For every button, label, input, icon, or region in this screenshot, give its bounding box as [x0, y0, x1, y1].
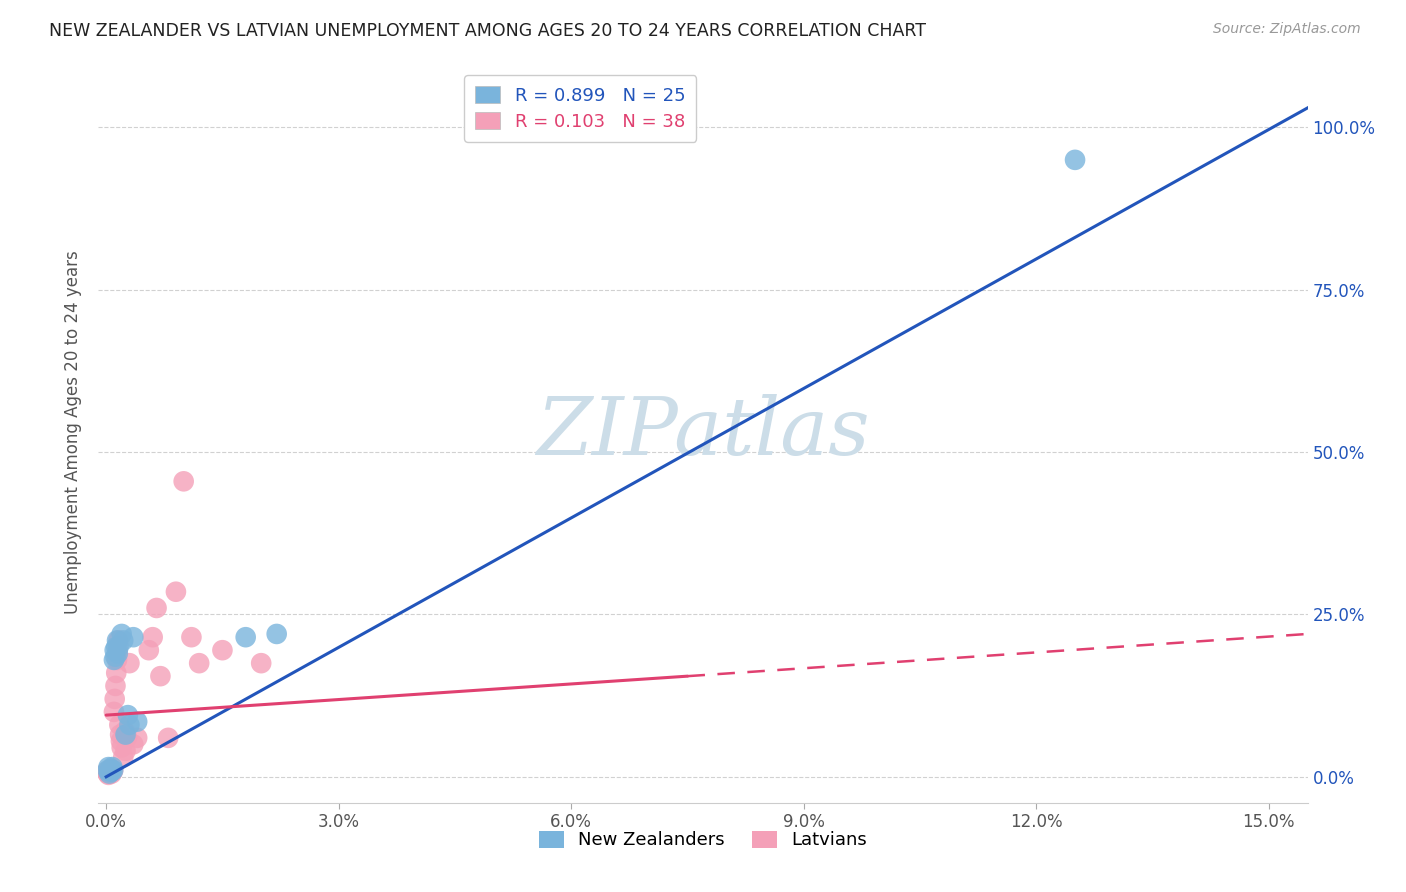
Point [112, 633, 135, 648]
Point [101, 764, 124, 778]
Point [110, 734, 132, 748]
Point [173, 475, 195, 489]
Point [98, 764, 121, 779]
Point [108, 718, 131, 732]
Point [111, 740, 134, 755]
Point [105, 640, 128, 654]
Point [105, 665, 128, 680]
Point [105, 653, 128, 667]
Point [188, 656, 211, 670]
Point [98, 764, 121, 779]
Point [103, 653, 125, 667]
Point [1064, 153, 1087, 167]
Text: ZIPatlas: ZIPatlas [536, 394, 870, 471]
Point [114, 728, 136, 742]
Point [104, 692, 127, 706]
Point [96, 764, 118, 779]
Point [117, 708, 139, 723]
Point [180, 630, 202, 644]
Point [118, 656, 141, 670]
Point [97, 766, 120, 780]
Point [149, 669, 172, 683]
Point [101, 764, 124, 779]
Point [107, 640, 129, 654]
Point [98, 766, 121, 780]
Legend: New Zealanders, Latvians: New Zealanders, Latvians [531, 823, 875, 856]
Point [107, 633, 129, 648]
Point [114, 724, 136, 739]
Point [107, 643, 129, 657]
Text: Source: ZipAtlas.com: Source: ZipAtlas.com [1213, 22, 1361, 37]
Point [97, 768, 120, 782]
Point [101, 760, 124, 774]
Point [138, 643, 160, 657]
Point [97, 764, 120, 778]
Point [107, 647, 129, 661]
Point [114, 744, 136, 758]
Point [104, 643, 127, 657]
Point [211, 643, 233, 657]
Point [104, 679, 127, 693]
Point [250, 656, 273, 670]
Y-axis label: Unemployment Among Ages 20 to 24 years: Unemployment Among Ages 20 to 24 years [65, 251, 83, 615]
Point [98, 764, 121, 778]
Point [266, 627, 288, 641]
Point [122, 630, 145, 644]
Point [118, 718, 141, 732]
Point [112, 750, 135, 764]
Point [157, 731, 180, 745]
Point [115, 731, 138, 745]
Point [104, 649, 127, 664]
Point [108, 728, 131, 742]
Point [127, 714, 149, 729]
Point [100, 762, 122, 776]
Point [111, 627, 134, 641]
Point [97, 760, 120, 774]
Point [122, 737, 145, 751]
Point [105, 633, 128, 648]
Point [100, 764, 122, 779]
Point [100, 766, 122, 780]
Point [145, 601, 167, 615]
Text: NEW ZEALANDER VS LATVIAN UNEMPLOYMENT AMONG AGES 20 TO 24 YEARS CORRELATION CHAR: NEW ZEALANDER VS LATVIAN UNEMPLOYMENT AM… [49, 22, 927, 40]
Point [101, 764, 124, 778]
Point [100, 762, 122, 776]
Point [127, 731, 149, 745]
Point [103, 705, 125, 719]
Point [235, 630, 257, 644]
Point [142, 630, 165, 644]
Point [165, 584, 187, 599]
